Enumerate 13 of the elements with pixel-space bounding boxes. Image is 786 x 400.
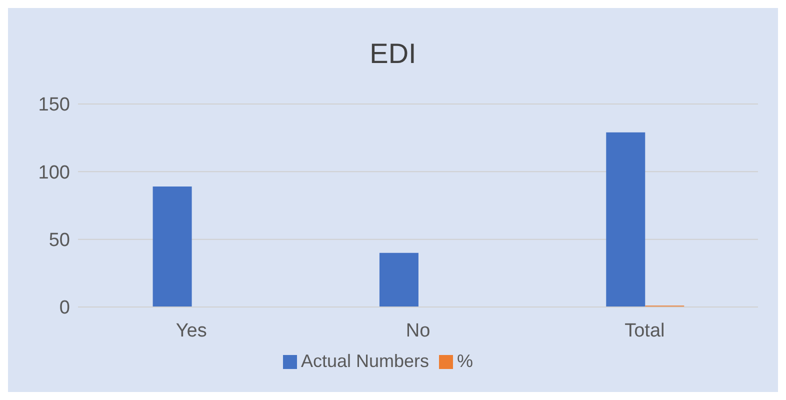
bar bbox=[606, 132, 646, 307]
x-tick-label: Yes bbox=[176, 320, 207, 342]
y-tick-label: 0 bbox=[59, 298, 70, 319]
y-tick-label: 150 bbox=[38, 94, 70, 116]
y-tick-label: 100 bbox=[38, 162, 70, 184]
bar bbox=[152, 186, 192, 307]
chart-title: EDI bbox=[368, 38, 418, 70]
x-tick-label: Total bbox=[624, 320, 665, 342]
legend-label: Actual Numbers bbox=[300, 351, 430, 371]
legend-label: % bbox=[457, 351, 474, 371]
bar bbox=[379, 252, 418, 307]
x-tick-label: No bbox=[406, 320, 430, 342]
y-tick-label: 50 bbox=[48, 230, 70, 252]
